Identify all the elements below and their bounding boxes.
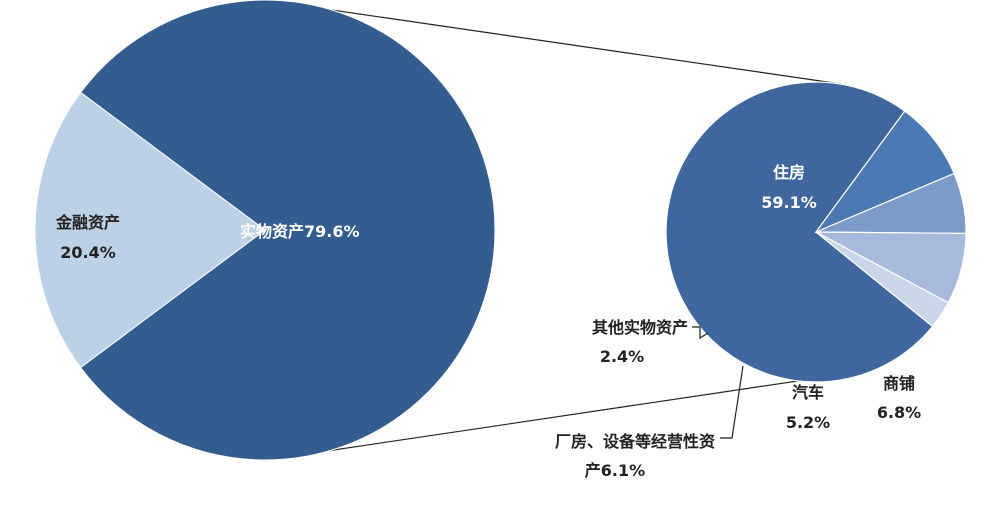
label-shops-value: 6.8% — [877, 403, 921, 422]
label-housing-name: 住房 — [773, 163, 805, 182]
breakdown-pie-slice-4 — [815, 231, 950, 328]
leader-line-other-physical-assets — [692, 326, 709, 340]
label-financial-assets-value: 20.4% — [60, 243, 116, 262]
label-other-physical-assets-name: 其他实物资产 — [592, 318, 688, 337]
label-housing-value: 59.1% — [761, 193, 817, 212]
label-financial-assets-name: 金融资产 — [55, 213, 120, 232]
label-cars-name: 汽车 — [792, 383, 824, 402]
leader-line-business-assets — [720, 365, 744, 439]
label-business-assets-line2: 产6.1% — [585, 461, 645, 480]
connector-line-top — [317, 7, 842, 85]
main-pie-slice-0 — [79, 0, 496, 461]
main-pie — [34, 0, 496, 461]
label-other-physical-assets-value: 2.4% — [600, 347, 644, 366]
label-shops-name: 商铺 — [883, 374, 915, 393]
label-physical-assets: 实物资产79.6% — [240, 222, 360, 241]
breakdown-pie — [665, 81, 967, 383]
breakdown-pie-slice-0 — [665, 81, 934, 383]
connector-line-bottom — [299, 374, 839, 456]
label-cars-value: 5.2% — [786, 413, 830, 432]
main-pie-slice-1 — [34, 91, 266, 369]
label-business-assets-line1: 厂房、设备等经营性资 — [555, 432, 715, 451]
